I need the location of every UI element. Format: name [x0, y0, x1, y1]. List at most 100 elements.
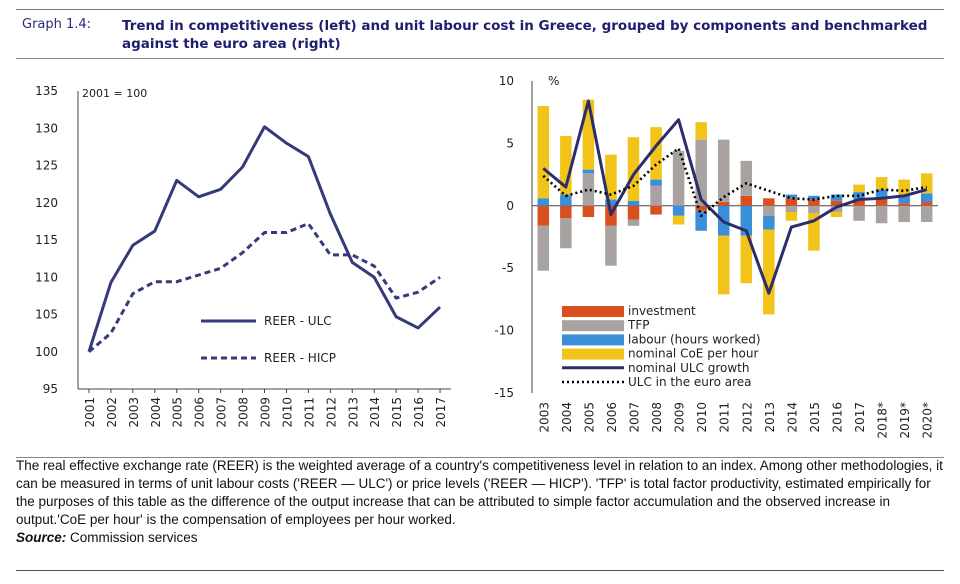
left-x-tick-label: 2012 — [324, 397, 338, 428]
bar-nominal-coe-per-hour-2007 — [627, 137, 640, 201]
bar-labour-hours-worked-2016 — [830, 194, 843, 201]
bar-investment-2014 — [785, 198, 798, 206]
right-legend-label-investment: investment — [628, 304, 696, 318]
right-y-tick-label: -10 — [494, 324, 514, 338]
graph-label: Graph 1.4: — [22, 17, 92, 32]
right-x-tick-label: 2013 — [763, 402, 777, 433]
right-x-tick-label: 2011 — [718, 402, 732, 433]
bar-nominal-coe-per-hour-2008 — [650, 127, 662, 180]
right-line-ulc-in-the-euro-area — [542, 147, 927, 218]
right-legend-label-ulc-in-the-euro-area: ULC in the euro area — [628, 375, 752, 389]
bar-tfp-2004 — [560, 218, 572, 249]
left-y-tick-label: 100 — [35, 345, 58, 359]
bar-investment-2017 — [853, 200, 865, 206]
right-y-tick-label: 5 — [506, 136, 514, 150]
left-annotation: 2001 = 100 — [82, 87, 147, 100]
bottom-rule — [16, 570, 944, 571]
left-y-tick-label: 95 — [43, 382, 58, 396]
bar-investment-2003 — [537, 205, 550, 226]
right-line-nominal-ulc-growth — [542, 99, 928, 295]
bar-investment-2007 — [627, 205, 640, 220]
left-y-tick-label: 120 — [35, 196, 58, 210]
right-x-tick-label: 2007 — [628, 402, 642, 433]
right-y-unit-label: % — [548, 74, 559, 88]
bar-nominal-coe-per-hour-2010 — [695, 122, 707, 140]
left-x-tick-label: 2003 — [127, 397, 141, 428]
bar-investment-2019 — [898, 203, 910, 206]
bar-nominal-coe-per-hour-2015 — [808, 213, 820, 251]
bar-labour-hours-worked-2003 — [537, 198, 550, 206]
left-legend-label-reer-ulc: REER - ULC — [264, 314, 332, 328]
bar-nominal-coe-per-hour-2018 — [875, 177, 888, 190]
right-x-tick-label: 2016 — [831, 402, 845, 433]
bar-nominal-coe-per-hour-2019 — [898, 179, 910, 195]
right-legend-swatch-investment — [562, 306, 624, 317]
charts-frame: 95 100 105 110 115 120 125 130 135 2001 2002 2003 20… — [16, 58, 944, 458]
left-x-tick-label: 2011 — [302, 397, 316, 428]
bar-tfp-2016 — [830, 205, 843, 213]
bar-tfp-2010 — [695, 139, 707, 206]
bar-investment-2011 — [717, 202, 730, 206]
right-x-tick-label: 2017 — [853, 402, 867, 433]
bar-investment-2004 — [560, 205, 572, 219]
right-x-tick-label: 2009 — [673, 402, 687, 433]
bar-tfp-2019 — [898, 205, 910, 223]
left-line-reer-ulc — [87, 125, 442, 353]
left-y-tick-label: 110 — [35, 270, 58, 284]
top-rule — [16, 9, 944, 10]
bar-nominal-coe-per-hour-2020 — [920, 173, 933, 194]
graph-title: Trend in competitiveness (left) and unit… — [122, 18, 928, 52]
bar-tfp-2014 — [785, 205, 798, 213]
bar-tfp-2017 — [853, 205, 865, 221]
right-x-tick-label: 2019* — [898, 402, 912, 439]
right-x-tick-label: 2008 — [650, 402, 664, 433]
left-x-tick-label: 2016 — [412, 397, 426, 428]
bar-labour-hours-worked-2019 — [898, 194, 910, 204]
left-x-tick-label: 2002 — [105, 397, 119, 428]
left-chart-reer: 95 100 105 110 115 120 125 130 135 2001 2002 2003 20… — [35, 84, 451, 428]
bar-nominal-coe-per-hour-2009 — [672, 215, 685, 225]
right-legend-swatch-labour-hours-worked — [562, 334, 624, 346]
bar-nominal-coe-per-hour-2006 — [605, 154, 617, 200]
left-x-tick-label: 2013 — [346, 397, 360, 428]
left-y-tick-label: 105 — [35, 308, 58, 322]
bar-labour-hours-worked-2009 — [672, 205, 685, 216]
bar-tfp-2013 — [763, 205, 775, 216]
left-x-tick-label: 2010 — [280, 397, 294, 428]
bar-tfp-2005 — [582, 173, 595, 206]
left-x-tick-label: 2014 — [368, 397, 382, 428]
bar-labour-hours-worked-2006 — [605, 199, 617, 206]
left-y-tick-label: 130 — [35, 121, 58, 135]
bar-nominal-coe-per-hour-2012 — [740, 235, 753, 284]
bar-nominal-coe-per-hour-2011 — [717, 235, 730, 295]
left-line-reer-hicp — [87, 222, 441, 353]
bar-nominal-coe-per-hour-2017 — [853, 184, 865, 193]
bar-tfp-2009 — [672, 150, 685, 206]
right-legend-label-nominal-ulc-growth: nominal ULC growth — [628, 361, 750, 375]
bar-labour-hours-worked-2012 — [740, 205, 753, 236]
right-x-tick-label: 2005 — [582, 402, 596, 433]
bar-labour-hours-worked-2018 — [875, 189, 888, 199]
right-x-tick-label: 2020* — [921, 402, 935, 439]
bar-labour-hours-worked-2014 — [785, 194, 798, 199]
left-y-tick-label: 115 — [35, 233, 58, 247]
bar-investment-2010 — [695, 205, 707, 211]
right-y-tick-label: -15 — [494, 386, 514, 400]
right-x-tick-label: 2004 — [560, 402, 574, 433]
right-y-tick-label: 10 — [499, 74, 514, 88]
bar-nominal-coe-per-hour-2004 — [560, 135, 572, 195]
left-x-tick-label: 2015 — [390, 397, 404, 428]
bar-tfp-2012 — [740, 160, 753, 196]
bar-investment-2012 — [740, 195, 753, 206]
right-x-tick-label: 2003 — [537, 402, 551, 433]
bar-investment-2020 — [920, 202, 933, 206]
footnote-text: The real effective exchange rate (REER) … — [16, 458, 943, 527]
bar-nominal-coe-per-hour-2014 — [785, 212, 798, 221]
bar-investment-2008 — [650, 205, 662, 215]
bar-labour-hours-worked-2008 — [650, 179, 662, 186]
left-legend-label-reer-hicp: REER - HICP — [264, 351, 336, 365]
right-legend-label-tfp: TFP — [627, 318, 649, 332]
left-x-tick-label: 2007 — [215, 397, 229, 428]
source-line: Source: Commission services — [16, 529, 946, 547]
bar-tfp-2008 — [650, 185, 662, 206]
